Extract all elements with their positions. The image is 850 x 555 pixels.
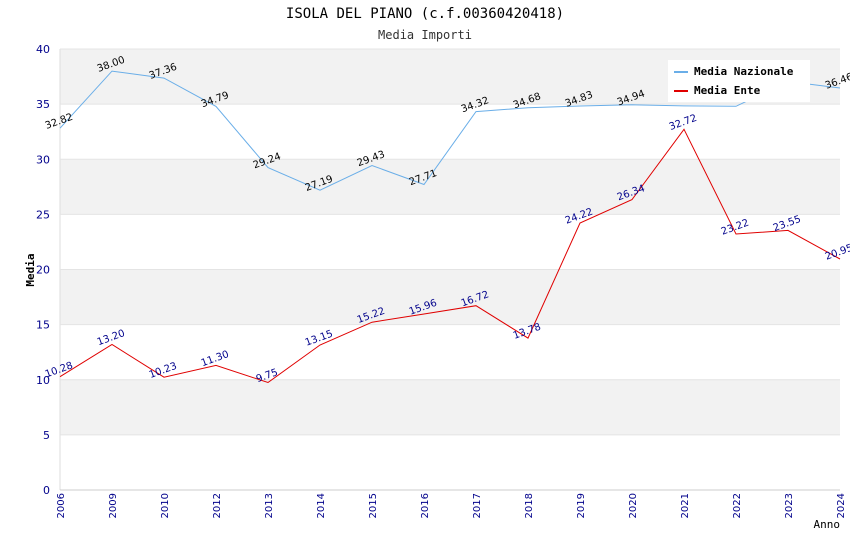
- x-tick-label: 2020: [628, 493, 639, 518]
- x-axis-ticks: 2006 2009 2010 2012 2013 2014 2015 2016 2017 2018…: [56, 493, 847, 518]
- y-tick-label: 20: [36, 264, 50, 277]
- y-tick-label: 35: [36, 98, 50, 111]
- plot-band: [60, 104, 840, 160]
- x-tick-label: 2014: [316, 493, 327, 518]
- y-tick-label: 5: [43, 429, 50, 442]
- x-tick-label: 2023: [784, 493, 795, 518]
- y-tick-label: 25: [36, 208, 50, 221]
- x-tick-label: 2016: [420, 493, 431, 518]
- legend-label-media-ente: Media Ente: [694, 84, 761, 97]
- series-lines: [59, 70, 841, 384]
- plot-band: [60, 214, 840, 270]
- x-tick-label: 2019: [576, 493, 587, 518]
- x-tick-label: 2022: [732, 493, 743, 518]
- x-tick-label: 2017: [472, 493, 483, 518]
- legend: Media Nazionale Media Ente: [668, 60, 810, 102]
- plot-band: [60, 269, 840, 325]
- y-axis-label: Media: [24, 253, 37, 286]
- legend-label-media-nazionale: Media Nazionale: [694, 65, 794, 78]
- x-tick-label: 2024: [836, 493, 847, 518]
- y-tick-label: 40: [36, 43, 50, 56]
- x-tick-label: 2018: [524, 493, 535, 518]
- y-tick-label: 15: [36, 319, 50, 332]
- x-tick-label: 2009: [108, 493, 119, 518]
- gridlines: [60, 48, 840, 436]
- y-tick-label: 10: [36, 374, 50, 387]
- chart-subtitle: Media Importi: [378, 28, 472, 42]
- x-tick-label: 2010: [160, 493, 171, 518]
- x-tick-label: 2015: [368, 493, 379, 518]
- x-tick-label: 2013: [264, 493, 275, 518]
- plot-band: [60, 434, 840, 490]
- chart-title: ISOLA DEL PIANO (c.f.00360420418): [286, 6, 564, 22]
- x-axis-label: Anno: [814, 518, 841, 531]
- x-tick-label: 2006: [56, 493, 67, 518]
- y-tick-label: 0: [43, 484, 50, 497]
- plot-band: [60, 159, 840, 215]
- y-axis-ticks: 0 5 10 15 20 25 30 35 40: [36, 43, 50, 497]
- y-tick-label: 30: [36, 153, 50, 166]
- plot-band: [60, 324, 840, 380]
- plot-background: [59, 49, 840, 490]
- x-tick-label: 2012: [212, 493, 223, 518]
- series-line-media-ente: [59, 128, 841, 384]
- plot-band: [60, 379, 840, 435]
- series-line-media-nazionale: [59, 70, 841, 191]
- legend-box: [668, 60, 810, 102]
- x-tick-label: 2021: [680, 493, 691, 518]
